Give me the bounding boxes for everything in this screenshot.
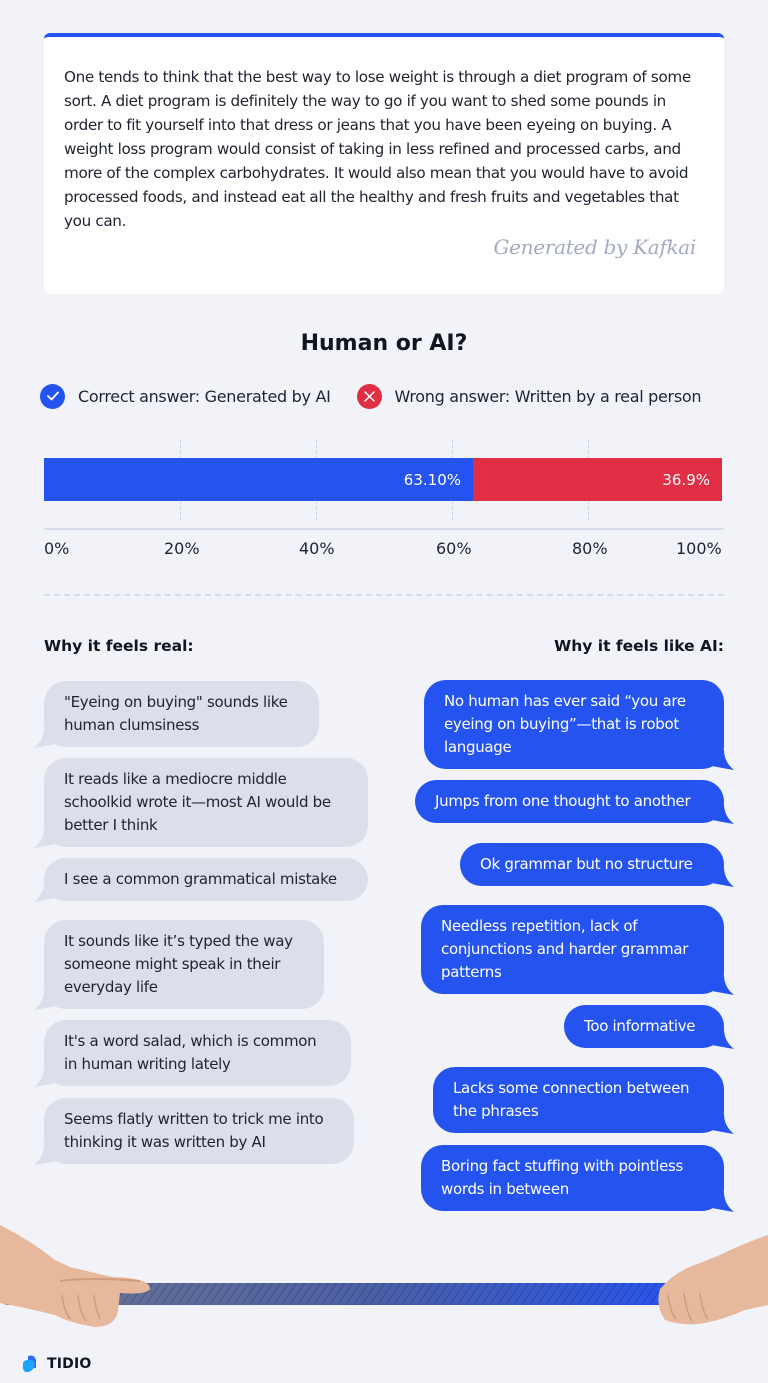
bubble-text: Lacks some connection between the phrase… [453,1079,690,1120]
x-icon [356,383,382,409]
bubble-tail-icon [34,728,56,748]
bubble-text: I see a common grammatical mistake [64,870,337,888]
chat-bubble-ai: Boring fact stuffing with pointless word… [421,1145,734,1212]
chat-bubble-real: "Eyeing on buying" sounds like human clu… [34,681,319,748]
bubble-text: It sounds like it’s typed the way someon… [64,932,293,996]
bubble-text: Needless repetition, lack of conjunction… [441,917,689,981]
chat-bubble-ai: Needless repetition, lack of conjunction… [421,905,734,995]
legend-label-correct: Correct answer: Generated by AI [78,386,331,406]
rope-icon [0,1283,768,1305]
tick-label: 80% [572,539,608,558]
bubble-tail-icon [712,804,734,824]
bar-label-correct: 63.10% [403,470,461,489]
bubble-tail-icon [34,828,56,848]
chat-bubble-real: It's a word salad, which is common in hu… [34,1020,351,1087]
bubble-tail-icon [712,750,734,770]
bubble-tail-icon [34,990,56,1010]
chat-bubble-ai: Jumps from one thought to another [415,780,734,824]
bubble-text: It reads like a mediocre middle schoolki… [64,770,331,834]
tick-label: 100% [676,539,722,558]
heading-feels-ai: Why it feels like AI: [554,637,724,655]
bubble-text: No human has ever said “you are eyeing o… [444,692,686,756]
tick-label: 0% [44,539,70,558]
left-hand-icon [0,1225,150,1327]
excerpt-card: One tends to think that the best way to … [44,33,724,294]
excerpt-text: One tends to think that the best way to … [64,68,691,230]
stacked-bar-chart: 63.10% 36.9% 0% 20% 40% 60% 80% 100% [44,440,724,570]
bubble-tail-icon [712,1192,734,1212]
chart-title: Human or AI? [300,331,468,356]
chat-bubble-ai: Lacks some connection between the phrase… [433,1067,734,1134]
check-icon [40,383,65,409]
bubble-text: Too informative [584,1017,696,1035]
legend-item-wrong: Wrong answer: Written by a real person [356,383,702,409]
bar-segment-wrong: 36.9% [473,458,722,501]
bubble-tail-icon [712,867,734,887]
bubble-text: Boring fact stuffing with pointless word… [441,1157,684,1198]
bubble-text: Seems flatly written to trick me into th… [64,1110,324,1151]
brand-name: TIDIO [47,1356,92,1372]
bubble-tail-icon [34,1145,56,1165]
heading-feels-real: Why it feels real: [44,637,194,655]
bubble-tail-icon [34,882,56,902]
chat-bubble-ai: Too informative [564,1005,734,1049]
tug-of-war-rope-illustration [0,1225,768,1327]
chat-bubble-real: It sounds like it’s typed the way someon… [34,920,324,1010]
bubble-text: It's a word salad, which is common in hu… [64,1032,317,1073]
bubble-tail-icon [34,1067,56,1087]
bubble-text: Ok grammar but no structure [480,855,693,873]
tidio-logo-icon [23,1355,36,1373]
bubble-tail-icon [712,1029,734,1049]
legend-item-correct: Correct answer: Generated by AI [40,383,331,409]
chat-bubble-ai: No human has ever said “you are eyeing o… [424,680,734,770]
bar-label-wrong: 36.9% [662,470,710,489]
tick-label: 20% [164,539,200,558]
right-hand-icon [658,1235,768,1325]
chat-bubble-real: I see a common grammatical mistake [34,858,368,902]
tick-label: 60% [436,539,472,558]
bubble-text: "Eyeing on buying" sounds like human clu… [64,693,288,734]
chat-bubble-real: Seems flatly written to trick me into th… [34,1098,354,1165]
bar-segment-correct: 63.10% [44,458,473,501]
chat-bubble-real: It reads like a mediocre middle schoolki… [34,758,368,848]
chat-bubble-ai: Ok grammar but no structure [460,843,734,887]
bubble-text: Jumps from one thought to another [435,792,691,810]
x-axis-line [44,528,724,530]
dashed-separator [44,594,724,596]
tick-label: 40% [299,539,335,558]
chart-legend: Correct answer: Generated by AI Wrong an… [40,382,727,410]
bubble-tail-icon [712,975,734,995]
bubble-tail-icon [712,1114,734,1134]
tidio-logo: TIDIO [22,1354,92,1374]
legend-label-wrong: Wrong answer: Written by a real person [394,386,702,406]
excerpt-signature: Generated by Kafkai [493,235,696,259]
